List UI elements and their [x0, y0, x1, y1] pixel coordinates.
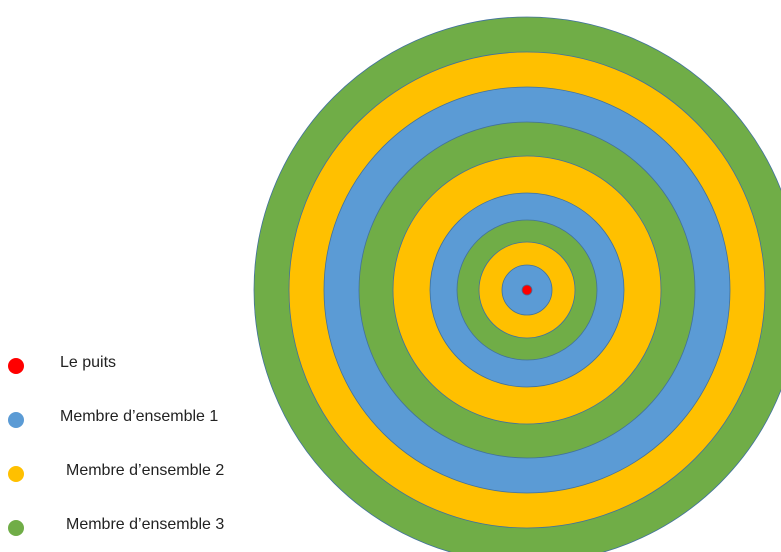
- legend-dot-red-icon: [8, 358, 24, 374]
- sink-dot: [521, 284, 533, 296]
- legend-item-member-2: Membre d’ensemble 2: [8, 456, 308, 496]
- legend-item-member-3: Membre d’ensemble 3: [8, 510, 308, 550]
- legend-dot-yellow-icon: [8, 466, 24, 482]
- legend-label-member-3: Membre d’ensemble 3: [66, 516, 225, 533]
- legend-item-member-1: Membre d’ensemble 1: [8, 402, 308, 442]
- legend-label-member-2: Membre d’ensemble 2: [66, 462, 225, 479]
- legend-label-sink: Le puits: [60, 354, 117, 371]
- legend-dot-blue-icon: [8, 412, 24, 428]
- legend-dot-green-icon: [8, 520, 24, 536]
- legend: Le puits Membre d’ensemble 1 Membre d’en…: [8, 348, 308, 550]
- legend-item-sink: Le puits: [8, 348, 308, 388]
- legend-label-member-1: Membre d’ensemble 1: [60, 408, 219, 425]
